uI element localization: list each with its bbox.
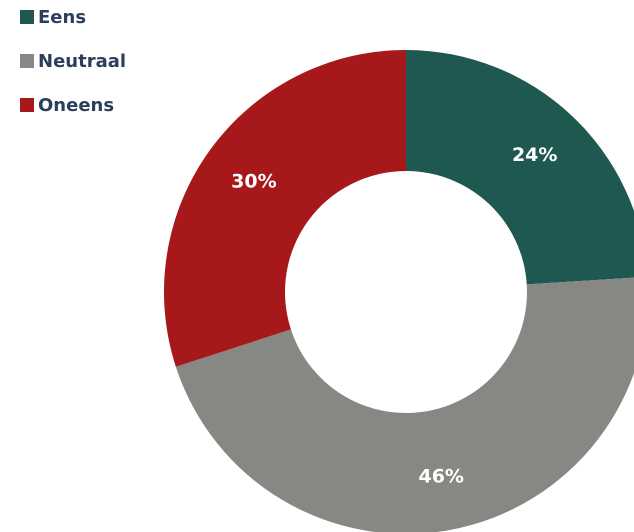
legend-label-neutraal: Neutraal bbox=[38, 50, 127, 72]
legend-label-oneens: Oneens bbox=[38, 94, 115, 116]
slice-label-eens: 24% bbox=[512, 144, 557, 166]
legend-item-oneens: Oneens bbox=[20, 94, 126, 116]
legend-swatch-oneens bbox=[20, 98, 34, 112]
slice-label-oneens: 30% bbox=[231, 170, 276, 192]
donut-slice-eens bbox=[406, 50, 634, 285]
legend-swatch-neutraal bbox=[20, 54, 34, 68]
legend-item-neutraal: Neutraal bbox=[20, 50, 126, 72]
donut-slice-neutraal bbox=[175, 277, 634, 532]
legend-label-eens: Eens bbox=[38, 6, 87, 28]
slice-label-neutraal: 46% bbox=[418, 466, 463, 488]
legend-swatch-eens bbox=[20, 10, 34, 24]
donut-slice-oneens bbox=[163, 50, 406, 367]
legend-item-eens: Eens bbox=[20, 6, 126, 28]
chart-legend: Eens Neutraal Oneens bbox=[20, 6, 126, 138]
